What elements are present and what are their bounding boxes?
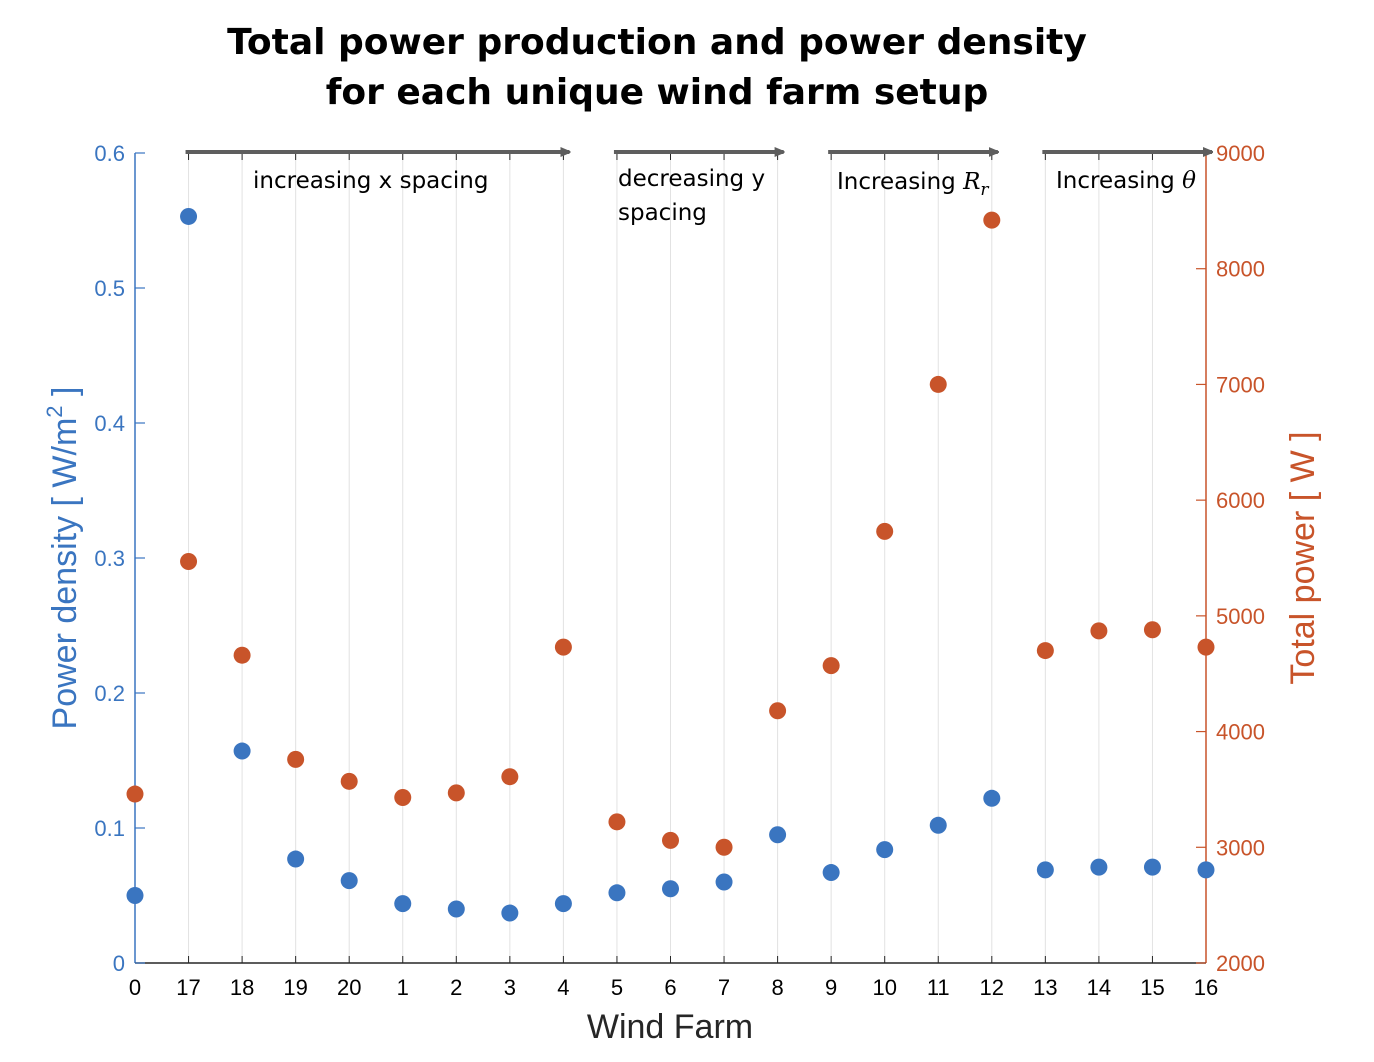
density-point: [662, 880, 679, 898]
power-point: [662, 831, 679, 849]
power-point: [287, 750, 305, 768]
x-axis-label: Wind Farm: [587, 1008, 753, 1046]
x-tick-label: 6: [664, 975, 676, 1000]
x-tick-label: 15: [1140, 975, 1164, 1000]
density-point: [1036, 861, 1054, 879]
density-point: [715, 873, 733, 891]
power-point: [1036, 642, 1054, 660]
x-tick-label: 0: [129, 975, 141, 1000]
x-tick-label: 9: [825, 975, 837, 1000]
title-line-2: for each unique wind farm setup: [325, 72, 989, 113]
x-tick-label: 4: [557, 975, 569, 1000]
density-point: [608, 884, 626, 902]
density-point: [1197, 861, 1215, 879]
x-tick-label: 5: [611, 975, 623, 1000]
x-tick-label: 19: [283, 975, 307, 1000]
power-point: [1197, 638, 1215, 656]
right-tick-label: 2000: [1216, 951, 1265, 976]
density-point: [983, 789, 1001, 807]
x-tick-label: 11: [927, 975, 950, 1000]
right-tick-label: 3000: [1216, 835, 1265, 860]
power-point: [983, 211, 1001, 229]
x-tick-label: 12: [980, 975, 1004, 1000]
left-tick-label: 0.2: [94, 681, 125, 706]
right-tick-label: 6000: [1216, 488, 1265, 513]
density-point: [233, 742, 251, 760]
density-point: [876, 841, 894, 859]
annotation-theta: Increasing θ: [1056, 168, 1196, 194]
power-point: [233, 646, 251, 664]
left-tick-label: 0.1: [94, 816, 125, 841]
x-tick-label: 16: [1194, 975, 1218, 1000]
grid-lines: [188, 153, 1153, 963]
x-tick-label: 18: [230, 975, 254, 1000]
left-tick-label: 0.6: [94, 141, 125, 166]
power-point: [929, 375, 947, 393]
power-point: [769, 702, 787, 720]
power-point: [1143, 621, 1161, 639]
annotations: increasing x spacing decreasing y spacin…: [253, 166, 1196, 226]
density-point: [126, 887, 144, 904]
density-point: [394, 895, 412, 913]
power-point: [876, 522, 894, 540]
right-axis-label: Total power [ W ]: [1284, 431, 1322, 684]
density-point: [287, 850, 305, 868]
x-tick-label: 13: [1033, 975, 1057, 1000]
tick-labels: 0 17 18 19 20 1 2 3 4 5 6 7 8 9 10 11 12 13 14 15 1600.10.20…: [94, 141, 1265, 1000]
right-tick-label: 9000: [1216, 141, 1265, 166]
density-point: [1143, 858, 1161, 876]
power-point: [180, 552, 198, 570]
chart-title: Total power production and power density…: [200, 18, 1114, 118]
power-point: [126, 785, 144, 803]
x-tick-label: 14: [1087, 975, 1111, 1000]
data-points: [126, 207, 1215, 922]
right-tick-label: 8000: [1216, 257, 1265, 282]
left-tick-label: 0.3: [94, 546, 125, 571]
left-axis-label: Power density [ W/m2 ]: [42, 387, 84, 730]
title-line-1: Total power production and power density: [227, 22, 1087, 63]
right-tick-label: 4000: [1216, 720, 1265, 745]
power-point: [554, 638, 572, 656]
axes: [134, 152, 1207, 964]
left-tick-label: 0.4: [94, 411, 125, 436]
power-point: [394, 789, 412, 807]
power-point: [608, 813, 626, 831]
right-tick-label: 7000: [1216, 372, 1265, 397]
x-tick-label: 3: [504, 975, 516, 1000]
density-point: [554, 895, 572, 913]
left-tick-label: 0: [113, 951, 125, 976]
x-tick-label: 8: [771, 975, 783, 1000]
right-tick-label: 5000: [1216, 604, 1265, 629]
density-point: [180, 207, 198, 225]
x-tick-label: 1: [397, 975, 409, 1000]
density-point: [929, 816, 947, 834]
x-tick-label: 17: [176, 975, 200, 1000]
annotation-y-spacing-line2: spacing: [618, 200, 707, 226]
x-tick-label: 10: [872, 975, 896, 1000]
annotation-rr: Increasing Rr: [837, 169, 989, 200]
x-tick-label: 2: [450, 975, 462, 1000]
annotation-y-spacing-line1: decreasing y: [618, 166, 765, 192]
density-point: [340, 872, 358, 890]
density-point: [769, 826, 787, 844]
annotation-x-spacing: increasing x spacing: [253, 168, 488, 194]
density-point: [1090, 858, 1108, 876]
power-point: [822, 657, 840, 675]
power-point: [1090, 622, 1108, 640]
x-tick-label: 20: [337, 975, 361, 1000]
power-point: [501, 768, 519, 786]
power-point: [340, 772, 358, 790]
power-point: [447, 784, 465, 802]
power-point: [715, 838, 733, 856]
density-point: [822, 864, 840, 882]
density-point: [501, 904, 519, 922]
x-tick-label: 7: [718, 975, 730, 1000]
density-point: [447, 900, 465, 918]
left-tick-label: 0.5: [94, 276, 125, 301]
